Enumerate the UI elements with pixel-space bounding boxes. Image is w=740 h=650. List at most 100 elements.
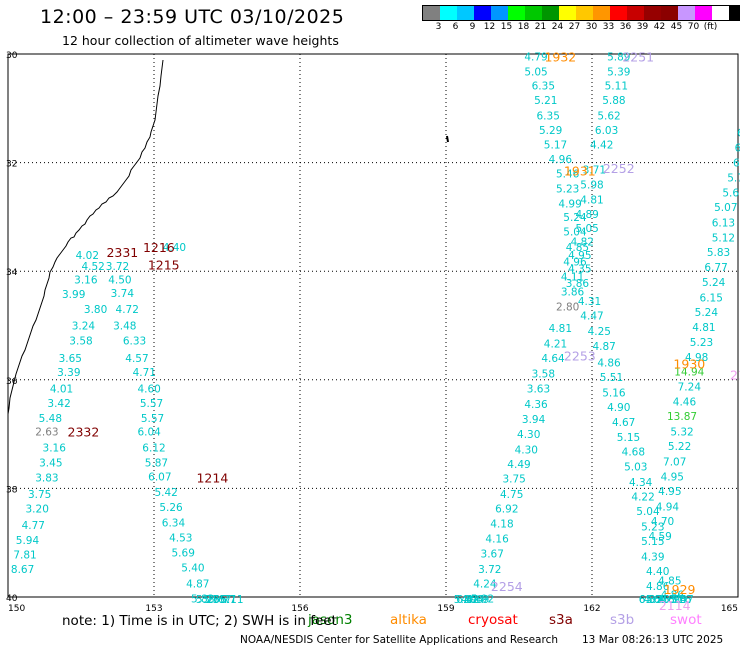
wave-height-value: 5.51 [600, 372, 623, 384]
wave-height-value: 3.72 [478, 564, 501, 576]
map-frame [7, 53, 739, 598]
wave-height-value: 7.81 [13, 550, 36, 562]
satellite-legend-item: s3b [610, 612, 635, 628]
wave-height-value: 5.88 [602, 95, 625, 107]
wave-height-value: 5.77 [213, 594, 236, 606]
wave-height-value: 4.86 [646, 581, 670, 593]
longitude-label: 159 [437, 604, 454, 614]
wave-height-value: 4.25 [588, 326, 611, 338]
wave-height-value: 6.77 [704, 262, 727, 274]
wave-height-value: 5.32 [670, 426, 693, 438]
wave-height-value: 5.6 [722, 187, 739, 199]
legend-swatch [644, 6, 661, 20]
pass-time-label: 1214 [196, 471, 228, 486]
legend-tick: 27 [568, 22, 581, 32]
wave-height-value: 4.80 [658, 594, 681, 606]
wave-height-value: 5.87 [145, 457, 168, 469]
wave-height-value: 4.53 [169, 532, 192, 544]
legend-swatch [559, 6, 576, 20]
wave-height-value: 5.29 [539, 125, 562, 137]
wave-height-value: 6.82 [456, 594, 479, 606]
wave-height-value: 3.58 [69, 336, 92, 348]
wave-height-value: 6.35 [537, 110, 560, 122]
wave-height-value: 5.26 [646, 594, 670, 606]
latitude-label: 32 [6, 160, 17, 170]
wave-height-value: 4.87 [186, 578, 209, 590]
wave-height-value: 3.86 [566, 278, 590, 290]
pass-time-label: 2253 [564, 348, 596, 363]
legend-swatch [661, 6, 678, 20]
wave-height-value: 6.07 [148, 471, 171, 483]
generation-timestamp: 13 Mar 08:26:13 UTC 2025 [582, 634, 724, 646]
wave-height-value: 4.99 [558, 198, 581, 210]
wave-height-value: 5.27 [196, 594, 219, 606]
wave-height-value: 4.81 [692, 322, 715, 334]
legend-tick: 24 [551, 22, 564, 32]
wave-height-value: 5.46 [556, 168, 580, 180]
satellite-legend-item: s3a [549, 612, 573, 628]
wave-height-value: 6.13 [712, 217, 735, 229]
satellite-legend-item: cryosat [468, 612, 518, 628]
wave-height-value: 5.03 [624, 462, 647, 474]
wave-height-value: 4.34 [629, 477, 653, 489]
legend-swatch [593, 6, 610, 20]
wave-height-value: 3.83 [35, 473, 58, 485]
wave-height-value: 5.24 [563, 212, 587, 224]
wave-height-value: 8.67 [11, 564, 34, 576]
pass-time-label: 1216 [143, 240, 175, 255]
wave-height-value: 4.75 [500, 489, 523, 501]
wave-height-value: 3.58 [532, 368, 555, 380]
legend-swatch [474, 6, 491, 20]
legend-swatch [542, 6, 559, 20]
wave-height-value: 4.85 [658, 576, 681, 588]
wave-height-value: 5.23 [690, 337, 713, 349]
map-subtitle: 12 hour collection of altimeter wave hei… [62, 33, 339, 48]
wave-height-value: 5.22 [668, 441, 691, 453]
wave-height-value: 3.75 [502, 474, 525, 486]
wave-height-value: 5.23 [556, 184, 579, 196]
satellite-legend: jason3 altika cryosat s3a s3b swot [0, 612, 740, 630]
pass-time-label: 1215 [148, 258, 180, 273]
legend-swatch [508, 6, 525, 20]
wave-height-value: 4.72 [116, 304, 139, 316]
wave-height-value: 4.60 [644, 594, 667, 606]
wave-height-value: 6.11 [220, 594, 243, 606]
wave-height-value: 6.34 [162, 518, 186, 530]
wave-height-value: 13.87 [667, 411, 697, 423]
wave-height-value: 6.07 [639, 594, 662, 606]
latitude-label: 36 [6, 377, 18, 387]
wave-height-value: 5.26 [159, 502, 183, 514]
wave-height-value: 5.98 [580, 179, 603, 191]
wave-height-value: 5.82 [191, 594, 214, 606]
wave-height-value: 5.23 [641, 521, 664, 533]
wave-height-value: 4.30 [517, 429, 540, 441]
wave-height-value: 6 [735, 142, 740, 154]
wave-height-value: 4.68 [622, 446, 645, 458]
wave-height-value: 5.05 [524, 66, 547, 78]
wave-height-value: 4.40 [646, 566, 669, 578]
latitude-label: 38 [6, 485, 18, 495]
wave-height-value: 4.21 [544, 338, 567, 350]
wave-height-value: 5.89 [607, 52, 630, 64]
pass-time-labels: 1216233112152332121419321931193019292114… [68, 50, 740, 613]
wave-height-value: 3.48 [113, 321, 136, 333]
legend-tick: 70 [687, 22, 700, 32]
wave-height-value: 2.63 [35, 426, 58, 438]
longitude-label: 153 [145, 604, 162, 614]
wave-height-value: 4.24 [473, 578, 497, 590]
wave-height-value: 5.24 [702, 277, 726, 289]
legend-swatch [457, 6, 474, 20]
legend-tick: 36 [619, 22, 632, 32]
latitude-label: 34 [6, 268, 18, 278]
wave-height-value: 6. [733, 158, 740, 170]
wave-height-value: 4.95 [568, 250, 591, 262]
legend-tick: 15 [500, 22, 513, 32]
satellite-legend-item: swot [670, 612, 702, 628]
wave-height-value: 5.11 [605, 80, 628, 92]
wave-height-value: 5.04 [563, 227, 587, 239]
wave-height-value: 3.74 [111, 288, 135, 300]
wave-height-value: 3.42 [47, 398, 70, 410]
pass-time-label: 1932 [544, 50, 576, 65]
wave-height-value: 4.70 [651, 516, 674, 528]
color-legend-bar [422, 5, 740, 21]
